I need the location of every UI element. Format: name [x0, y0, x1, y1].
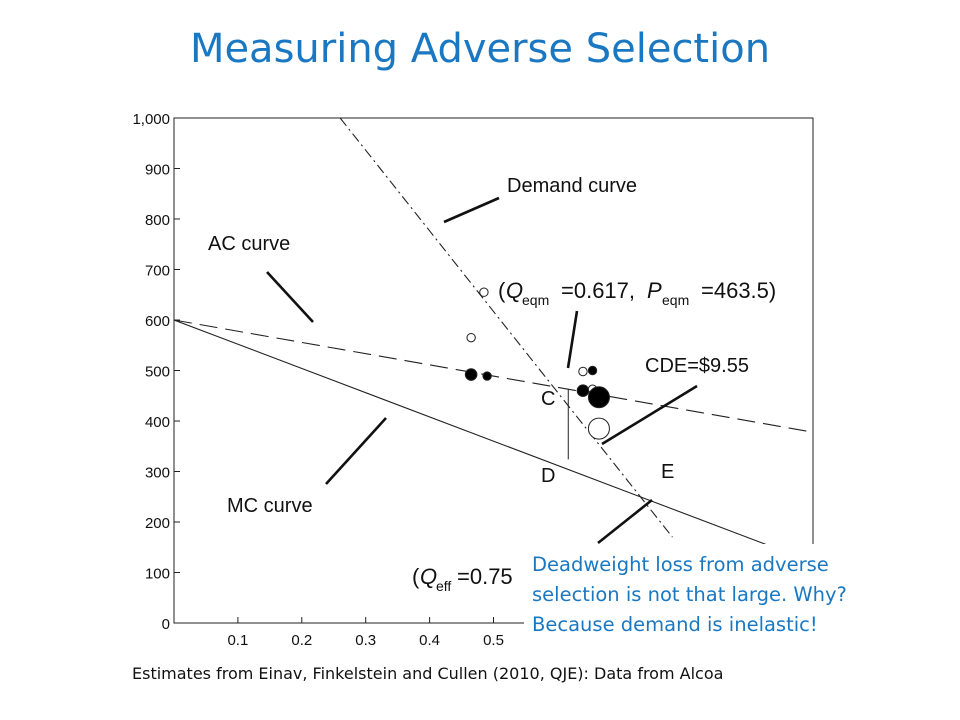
y-tick-label: 400 — [145, 414, 170, 431]
slide-title: Measuring Adverse Selection — [189, 26, 771, 72]
x-tick-label: 0.3 — [355, 632, 376, 649]
eff-leader — [597, 498, 653, 545]
eqm-p-value: =463.5) — [701, 278, 776, 303]
x-tick-label: 0.4 — [419, 632, 440, 649]
point-c-label: C — [541, 388, 555, 410]
eqm-open-paren: ( — [498, 278, 506, 303]
cde-leader — [601, 384, 698, 446]
eqm-p-subscript: eqm — [662, 292, 689, 308]
y-tick-label: 500 — [145, 364, 170, 381]
filled-point — [587, 386, 610, 409]
callout-line-1: Deadweight loss from adverse — [532, 553, 829, 576]
ac-leader — [266, 271, 314, 323]
demand-curve-label: Demand curve — [507, 175, 637, 197]
source-caption: Estimates from Einav, Finkelstein and Cu… — [132, 664, 724, 683]
filled-point — [576, 384, 590, 398]
y-tick-label: 0 — [162, 616, 170, 633]
filled-point — [464, 368, 478, 381]
x-tick-label: 0.5 — [483, 632, 504, 649]
curves-group — [174, 118, 807, 561]
y-tick-label: 200 — [145, 515, 170, 532]
series-mc-curve — [174, 319, 807, 561]
y-tick-label: 300 — [145, 465, 170, 482]
filled-point — [587, 365, 598, 376]
eqm-leader — [566, 310, 579, 369]
demand-leader — [443, 196, 500, 224]
open-point — [587, 417, 610, 440]
ac-curve-label: AC curve — [208, 233, 290, 255]
eqm-q-symbol: Q — [506, 278, 523, 303]
mc-curve-label: MC curve — [227, 495, 313, 517]
point-e-label: E — [661, 461, 674, 483]
y-tick-label: 1,000 — [132, 111, 170, 128]
open-point — [578, 366, 588, 377]
eff-q-symbol: Q — [420, 564, 437, 589]
mc-leader — [325, 417, 387, 485]
y-tick-label: 900 — [145, 162, 170, 179]
x-tick-label: 0.1 — [227, 632, 248, 649]
eqm-p-symbol: P — [647, 278, 662, 303]
filled-point — [482, 371, 492, 381]
y-tick-label: 800 — [145, 212, 170, 229]
cde-label: CDE=$9.55 — [645, 355, 749, 377]
eff-q-subscript: eff — [436, 578, 451, 594]
y-tick-label: 700 — [145, 263, 170, 280]
deadweight-loss-callout: Deadweight loss from adverse selection i… — [524, 544, 924, 654]
eqm-q-value: =0.617, — [561, 278, 635, 303]
callout-line-2: selection is not that large. Why? — [532, 583, 847, 606]
y-tick-label: 100 — [145, 566, 170, 583]
eqm-q-subscript: eqm — [522, 292, 549, 308]
x-tick-label: 0.2 — [291, 632, 312, 649]
series-demand-curve — [339, 118, 673, 538]
point-d-label: D — [541, 465, 555, 487]
callout-line-3: Because demand is inelastic! — [532, 613, 818, 636]
y-tick-label: 600 — [145, 313, 170, 330]
open-point — [479, 287, 489, 297]
eff-open-paren: ( — [412, 564, 420, 589]
eff-q-value: =0.75 — [457, 564, 513, 589]
open-point — [466, 332, 476, 343]
